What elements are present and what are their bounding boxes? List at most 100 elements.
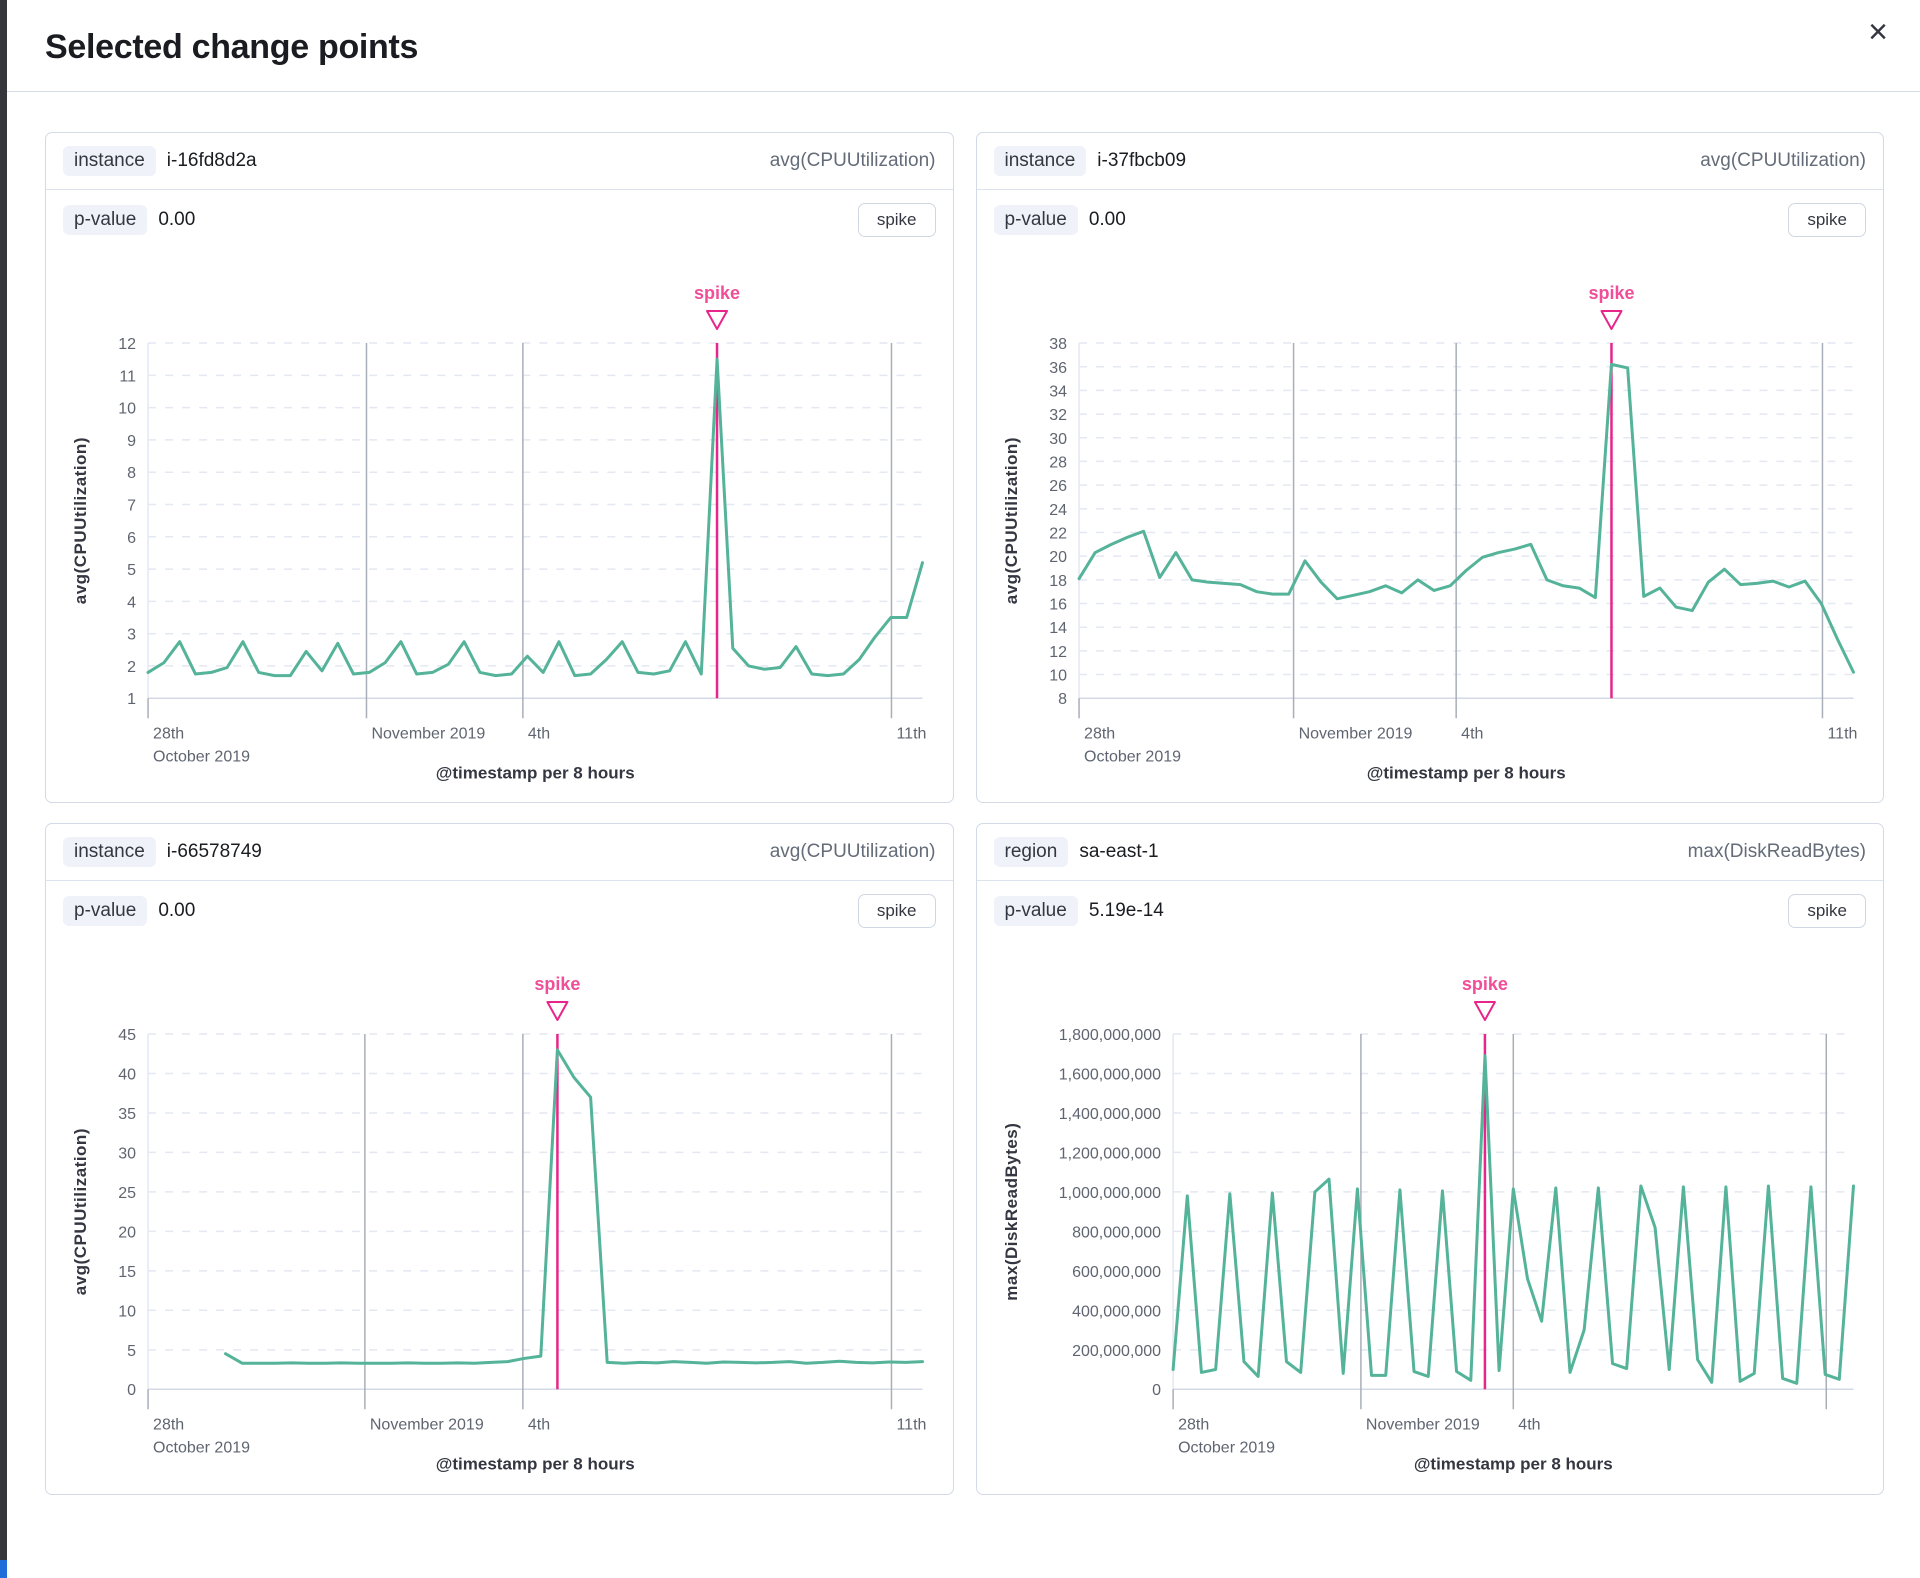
svg-text:4th: 4th	[1518, 1417, 1540, 1434]
page-title: Selected change points	[45, 28, 419, 66]
svg-text:200,000,000: 200,000,000	[1072, 1343, 1161, 1360]
svg-text:11th: 11th	[896, 725, 926, 742]
svg-text:10: 10	[1049, 668, 1067, 685]
svg-text:11: 11	[119, 368, 136, 385]
panel-pvalue-row: p-value 0.00 spike	[46, 190, 953, 250]
svg-text:1,200,000,000: 1,200,000,000	[1058, 1146, 1160, 1163]
svg-text:30: 30	[1049, 431, 1067, 448]
spike-type-button[interactable]: spike	[857, 203, 936, 237]
svg-text:November 2019: November 2019	[1298, 725, 1412, 742]
svg-text:36: 36	[1049, 360, 1067, 377]
svg-text:@timestamp per 8 hours: @timestamp per 8 hours	[1413, 1455, 1612, 1474]
change-points-modal: Selected change points × instance i-16fd…	[7, 0, 1920, 1578]
svg-text:20: 20	[1049, 549, 1067, 566]
field-name-badge: region	[993, 837, 1069, 868]
svg-text:400,000,000: 400,000,000	[1072, 1304, 1161, 1321]
close-icon[interactable]: ×	[1856, 10, 1900, 54]
pvalue-badge: p-value	[63, 205, 148, 235]
svg-text:October 2019: October 2019	[1084, 748, 1181, 765]
svg-text:28th: 28th	[1084, 725, 1115, 742]
svg-text:35: 35	[118, 1106, 136, 1123]
field-name-badge: instance	[993, 146, 1087, 176]
spike-type-button[interactable]: spike	[1788, 203, 1866, 237]
change-point-chart: 8 10 12 14 16 18 20 22 24 26 28 30 32 34 36 38 28th Octob…	[977, 250, 1884, 802]
svg-text:45: 45	[118, 1027, 136, 1044]
svg-text:5: 5	[127, 562, 136, 579]
panel-key-row: instance i-66578749 avg(CPUUtilization)	[46, 824, 953, 882]
svg-text:11th: 11th	[1827, 725, 1857, 742]
pvalue-value: 0.00	[158, 900, 196, 922]
svg-text:October 2019: October 2019	[1178, 1440, 1275, 1457]
metric-label: max(DiskReadBytes)	[1687, 841, 1866, 863]
svg-text:November 2019: November 2019	[1365, 1417, 1479, 1434]
svg-text:4th: 4th	[528, 725, 550, 742]
svg-text:October 2019: October 2019	[153, 748, 250, 765]
panel-key-row: instance i-37fbcb09 avg(CPUUtilization)	[976, 133, 1883, 190]
svg-text:avg(CPUUtilization): avg(CPUUtilization)	[71, 1128, 90, 1295]
pvalue-badge: p-value	[63, 896, 148, 927]
svg-text:1,000,000,000: 1,000,000,000	[1058, 1185, 1160, 1202]
svg-text:1,400,000,000: 1,400,000,000	[1058, 1106, 1160, 1123]
svg-text:26: 26	[1049, 478, 1067, 495]
svg-text:4th: 4th	[528, 1417, 550, 1434]
panels-grid: instance i-16fd8d2a avg(CPUUtilization) …	[7, 92, 1920, 1495]
svg-text:12: 12	[1049, 644, 1067, 661]
panel-key-row: instance i-16fd8d2a avg(CPUUtilization)	[46, 133, 953, 190]
pvalue-value: 5.19e-14	[1088, 900, 1164, 922]
svg-text:0: 0	[1152, 1383, 1161, 1400]
svg-text:avg(CPUUtilization): avg(CPUUtilization)	[71, 437, 90, 604]
change-point-panel: instance i-66578749 avg(CPUUtilization) …	[45, 823, 954, 1495]
change-point-panel: instance i-37fbcb09 avg(CPUUtilization) …	[975, 132, 1884, 804]
svg-text:1,600,000,000: 1,600,000,000	[1058, 1067, 1160, 1084]
svg-text:2: 2	[127, 659, 136, 676]
svg-text:November 2019: November 2019	[371, 725, 485, 742]
pvalue-value: 0.00	[158, 209, 196, 230]
svg-text:40: 40	[118, 1067, 136, 1084]
svg-text:600,000,000: 600,000,000	[1072, 1264, 1161, 1281]
svg-text:11th: 11th	[896, 1417, 926, 1434]
svg-text:5: 5	[127, 1343, 136, 1360]
panel-pvalue-row: p-value 0.00 spike	[977, 190, 1884, 250]
metric-label: avg(CPUUtilization)	[769, 150, 936, 171]
change-point-chart: 0 200,000,000 400,000,000 600,000,000 800,00…	[977, 941, 1884, 1493]
svg-text:10: 10	[118, 401, 136, 418]
svg-text:28th: 28th	[153, 1417, 184, 1434]
field-name-badge: instance	[63, 146, 156, 176]
svg-text:November 2019: November 2019	[370, 1417, 484, 1434]
change-point-panel: region sa-east-1 max(DiskReadBytes) p-va…	[975, 823, 1884, 1495]
metric-label: avg(CPUUtilization)	[1700, 150, 1866, 171]
svg-text:22: 22	[1049, 525, 1067, 542]
spike-type-button[interactable]: spike	[1788, 894, 1866, 929]
svg-text:@timestamp per 8 hours: @timestamp per 8 hours	[1366, 763, 1565, 782]
svg-text:30: 30	[118, 1146, 136, 1163]
svg-text:4: 4	[127, 594, 136, 611]
svg-text:16: 16	[1049, 596, 1067, 613]
svg-text:spike: spike	[694, 283, 740, 303]
svg-text:@timestamp per 8 hours: @timestamp per 8 hours	[436, 1455, 635, 1474]
svg-text:October 2019: October 2019	[153, 1440, 250, 1457]
svg-text:20: 20	[118, 1225, 136, 1242]
svg-text:4th: 4th	[1461, 725, 1483, 742]
spike-type-button[interactable]: spike	[857, 894, 936, 929]
field-value: i-16fd8d2a	[166, 150, 257, 171]
svg-text:24: 24	[1049, 502, 1067, 519]
field-name-badge: instance	[63, 837, 156, 868]
svg-text:7: 7	[127, 498, 136, 515]
svg-text:8: 8	[127, 465, 136, 482]
svg-text:1: 1	[127, 691, 136, 708]
svg-text:spike: spike	[1461, 974, 1507, 994]
svg-text:15: 15	[118, 1264, 136, 1281]
pvalue-badge: p-value	[993, 896, 1078, 927]
modal-header: Selected change points ×	[7, 0, 1920, 92]
field-value: sa-east-1	[1079, 841, 1159, 863]
field-value: i-37fbcb09	[1097, 150, 1187, 171]
svg-text:28: 28	[1049, 454, 1067, 471]
svg-text:28th: 28th	[153, 725, 184, 742]
svg-text:@timestamp per 8 hours: @timestamp per 8 hours	[436, 763, 635, 782]
svg-text:8: 8	[1058, 691, 1067, 708]
svg-text:38: 38	[1049, 336, 1067, 353]
svg-text:max(DiskReadBytes): max(DiskReadBytes)	[1002, 1123, 1021, 1301]
svg-text:6: 6	[127, 530, 136, 547]
background-page-edge	[0, 0, 7, 1578]
svg-text:spike: spike	[534, 974, 580, 994]
